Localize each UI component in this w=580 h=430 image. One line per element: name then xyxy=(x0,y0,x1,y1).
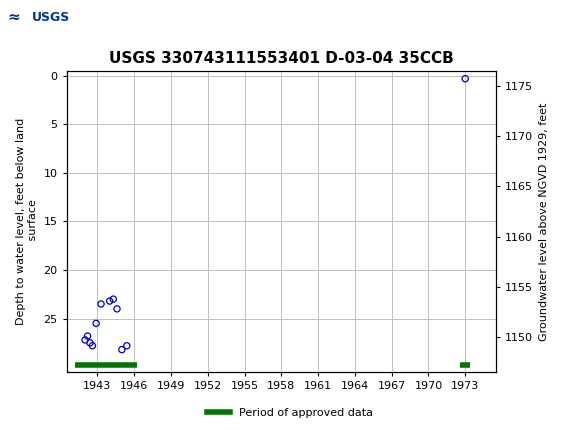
Point xyxy=(85,339,95,346)
Point xyxy=(83,332,92,339)
Bar xyxy=(3,3,67,34)
Text: USGS: USGS xyxy=(32,11,70,24)
Point xyxy=(105,298,114,304)
Point xyxy=(122,342,132,349)
Legend: Period of approved data: Period of approved data xyxy=(203,403,377,422)
Point xyxy=(108,296,118,303)
Point xyxy=(113,305,122,312)
Point xyxy=(461,75,470,82)
Text: ≈: ≈ xyxy=(7,10,20,25)
Point xyxy=(117,346,126,353)
Point xyxy=(88,342,97,349)
Y-axis label: Groundwater level above NGVD 1929, feet: Groundwater level above NGVD 1929, feet xyxy=(539,102,549,341)
Point xyxy=(96,301,106,307)
Title: USGS 330743111553401 D-03-04 35CCB: USGS 330743111553401 D-03-04 35CCB xyxy=(109,51,454,66)
Point xyxy=(92,320,101,327)
Point xyxy=(81,336,90,343)
Y-axis label: Depth to water level, feet below land
 surface: Depth to water level, feet below land su… xyxy=(16,118,38,325)
